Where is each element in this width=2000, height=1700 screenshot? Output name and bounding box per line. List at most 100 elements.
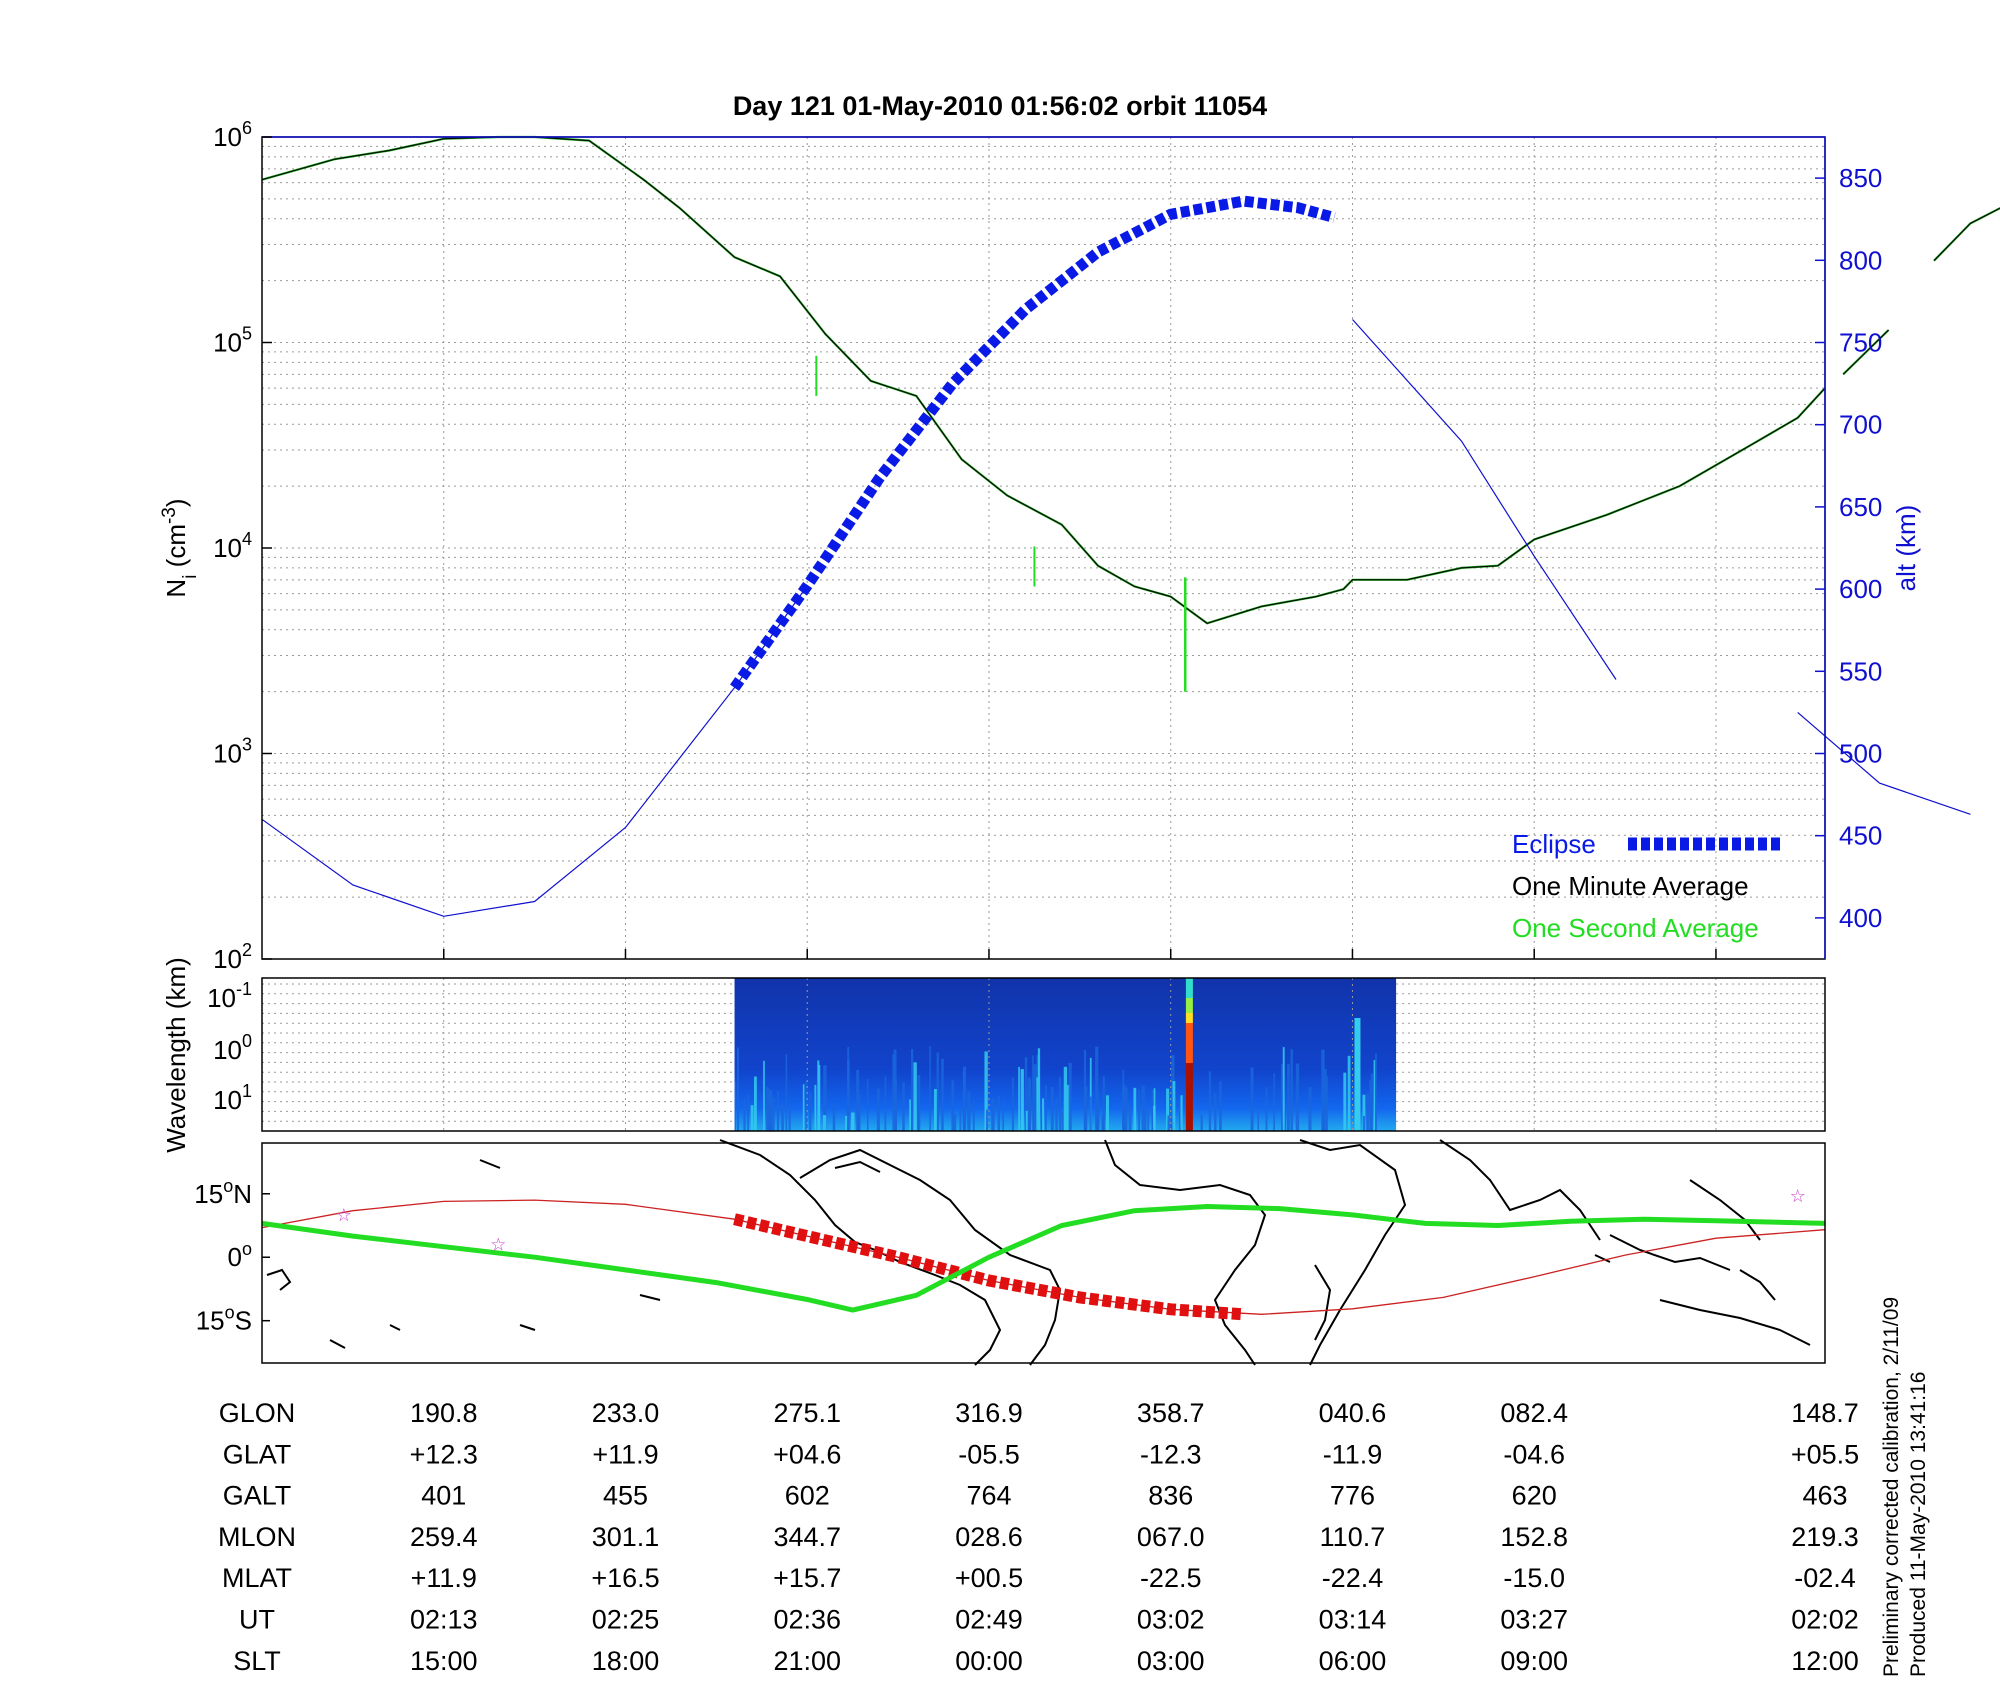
density-tick-label: 104 [213, 529, 252, 563]
spectrogram-streak [851, 1112, 855, 1131]
spectrogram-frame [261, 977, 1826, 1132]
spectrogram-streak [1354, 1018, 1361, 1131]
spectrogram-streak [802, 1084, 805, 1131]
altitude-tick-label: 700 [1839, 410, 1882, 440]
spectrogram-streak [1362, 1115, 1366, 1131]
table-cell: 02:49 [955, 1605, 1023, 1635]
table-cell: 02:13 [410, 1605, 478, 1635]
spectrogram-streak [832, 1104, 836, 1131]
legend-label: One Second Average [1512, 913, 1759, 943]
one-second-density-line [261, 135, 1826, 625]
table-cell: 358.7 [1137, 1398, 1205, 1428]
altitude-tick-label: 500 [1839, 739, 1882, 769]
spectrogram-streak [1101, 1114, 1104, 1131]
spectrogram-streak [991, 1098, 995, 1131]
latitude-tick-label: 0o [228, 1239, 252, 1272]
table-cell: 03:00 [1137, 1646, 1205, 1676]
table-cell: 344.7 [773, 1522, 841, 1552]
table-cell: 03:02 [1137, 1605, 1205, 1635]
altitude-line [261, 585, 808, 917]
orbit-parameter-table: GLON GLAT GALT MLON MLAT UT SLT 190.8 +12.3 401 25… [218, 1398, 1859, 1676]
spectrogram-streak [936, 1052, 939, 1131]
spectrogram-streak [876, 1088, 880, 1131]
spectrogram-strong-band [1185, 1013, 1193, 1023]
table-cell: 836 [1148, 1481, 1193, 1511]
spectrogram-streak [1040, 1105, 1043, 1131]
spectrogram-streak [734, 1081, 737, 1131]
spectrogram-streak [1025, 1110, 1029, 1131]
table-cell: 620 [1512, 1481, 1557, 1511]
spectrogram-streak [1373, 1060, 1376, 1131]
wavelength-axis-label: Wavelength (km) [161, 957, 191, 1153]
spectrogram-streak [823, 1065, 827, 1131]
spectrogram-streak [1002, 1100, 1004, 1131]
table-cell: 275.1 [773, 1398, 841, 1428]
altitude-line [1352, 319, 1617, 680]
spectrogram-streak [893, 1049, 897, 1131]
spectrogram-streak [845, 1115, 849, 1131]
table-row-label: UT [239, 1605, 275, 1635]
table-cell: 12:00 [1791, 1646, 1859, 1676]
density-tick-label: 105 [213, 324, 252, 358]
spectrogram-streak [941, 1058, 944, 1131]
spectrogram-streak [776, 1091, 780, 1131]
spectrogram-streak [1033, 1064, 1037, 1131]
spectrogram-streak [1044, 1085, 1047, 1131]
spectrogram-streak [1018, 1066, 1020, 1131]
spectrogram-streak [753, 1076, 757, 1131]
spectrogram-streak [1063, 1066, 1068, 1131]
table-cell: +04.6 [773, 1439, 841, 1469]
density-tick-label: 103 [213, 735, 252, 769]
spectrogram-streak [1102, 1076, 1105, 1131]
legend-label: One Minute Average [1512, 871, 1749, 901]
table-row-label: GALT [223, 1481, 292, 1511]
spectrogram-streak [933, 1088, 937, 1131]
spectrogram-streak [781, 1104, 784, 1131]
spectrogram-streak [1166, 1088, 1170, 1131]
density-tick-label: 106 [213, 118, 252, 152]
spectrogram-streak [1153, 1105, 1156, 1131]
table-row-label: MLON [218, 1522, 296, 1552]
spectrogram-streak [1055, 1098, 1058, 1131]
spectrogram-streak [1265, 1087, 1268, 1131]
one-minute-density-line [1933, 207, 2000, 262]
eclipse-ground-segment [733, 1213, 1244, 1321]
table-row-label: SLT [233, 1646, 281, 1676]
spectrogram-streak [1250, 1067, 1254, 1131]
spectrogram-streak [1037, 1048, 1041, 1131]
spectrogram-strong-band [1185, 998, 1193, 1013]
spectrogram-streak [1124, 1087, 1128, 1131]
spectrogram-streak [929, 1046, 931, 1131]
table-cell: +12.3 [410, 1439, 478, 1469]
spectrogram-streak [1036, 1077, 1039, 1131]
star-marker: ☆ [336, 1205, 352, 1226]
spectrogram-streak [1214, 1093, 1217, 1131]
chart-title: Day 121 01-May-2010 01:56:02 orbit 11054 [733, 91, 1267, 121]
table-cell: 040.6 [1319, 1398, 1387, 1428]
spectrogram-streak [986, 1109, 989, 1131]
table-cell: 301.1 [592, 1522, 660, 1552]
table-cell: -05.5 [958, 1439, 1020, 1469]
spectrogram-streak [1122, 1069, 1125, 1131]
legend: Eclipse One Minute Average One Second Aver… [1512, 829, 1780, 943]
table-cell: 316.9 [955, 1398, 1023, 1428]
spectrogram-streak [1144, 1109, 1147, 1131]
spectrogram-streak [1375, 1053, 1377, 1131]
table-cell: 190.8 [410, 1398, 478, 1428]
spectrogram-streak [1282, 1047, 1285, 1131]
table-cell: 259.4 [410, 1522, 478, 1552]
map-frame [261, 1142, 1826, 1364]
spectrogram-streak [972, 1098, 975, 1131]
spectrogram-streak [1180, 1095, 1183, 1131]
altitude-tick-label: 400 [1839, 903, 1882, 933]
spectrogram-streak [1362, 1094, 1366, 1131]
spectrogram-streak [1326, 1076, 1328, 1131]
spectrogram-streak [953, 1114, 957, 1131]
spectrogram-streak [823, 1115, 827, 1131]
spectrogram-streak [1025, 1089, 1029, 1131]
spectrogram-streak [1172, 1081, 1176, 1131]
table-cell: 233.0 [592, 1398, 660, 1428]
spectrogram-streak [809, 1093, 812, 1131]
table-cell: -15.0 [1503, 1563, 1565, 1593]
